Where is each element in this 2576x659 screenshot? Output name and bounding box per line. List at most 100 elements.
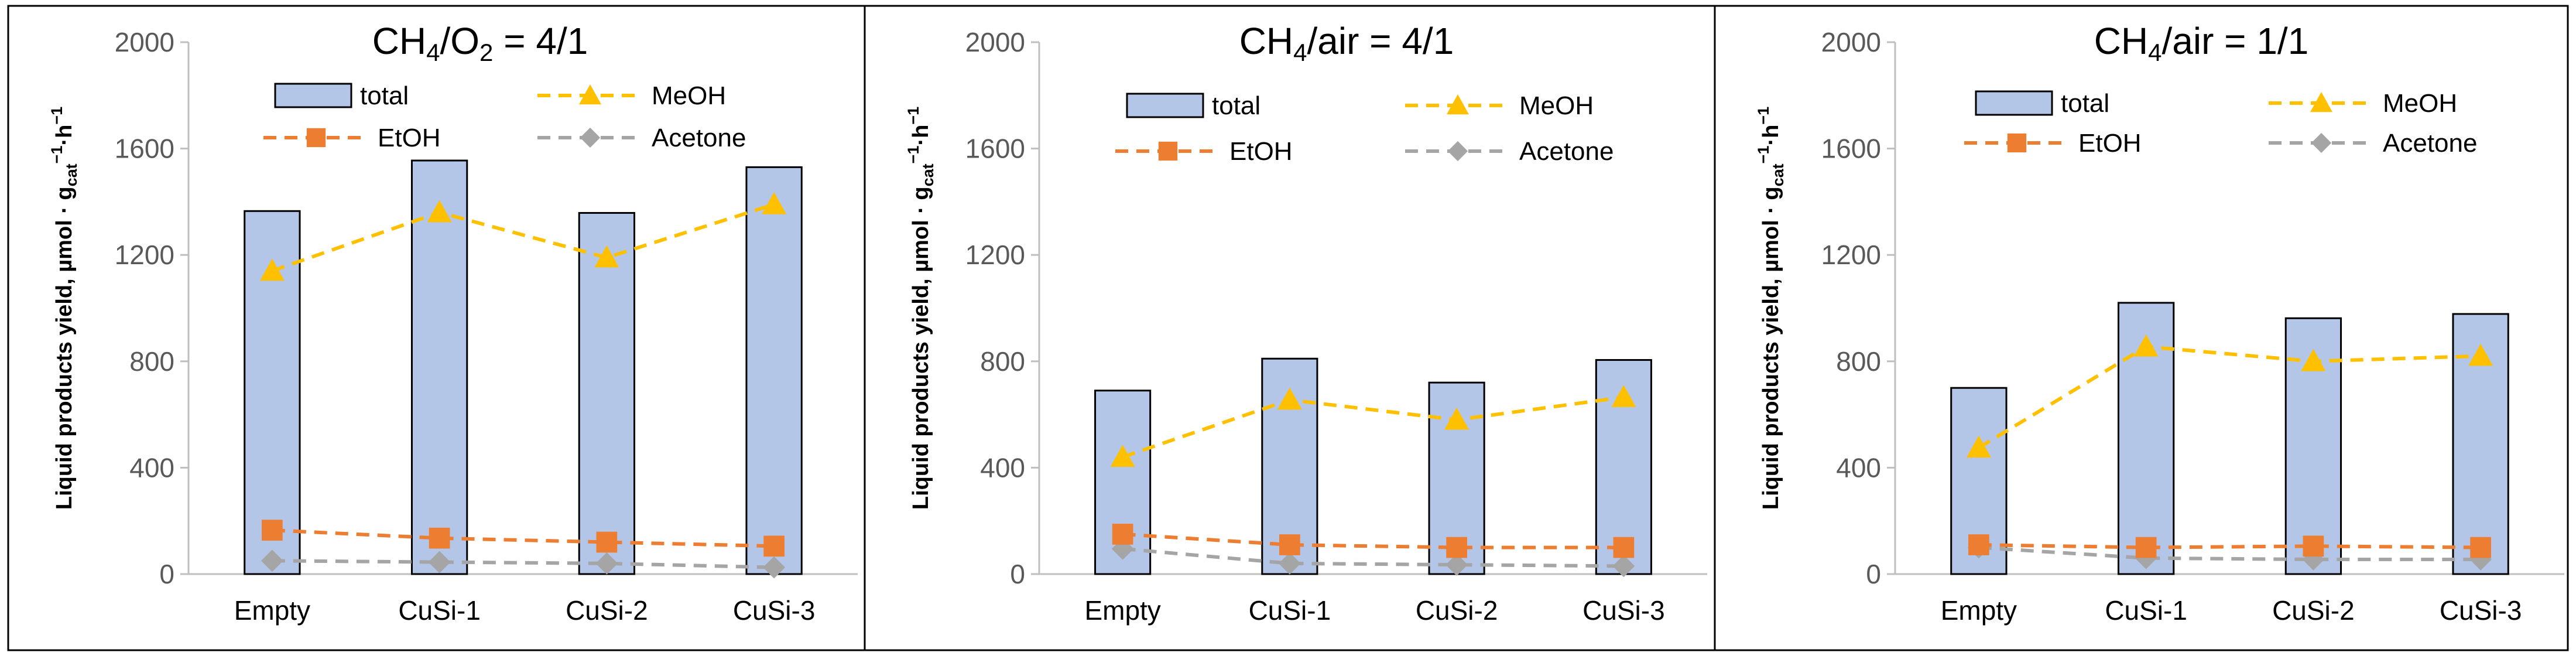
x-tick-label: CuSi-3 [2440,595,2522,626]
chart-title-suffix: = 4/1 [493,20,588,62]
y-tick-label: 1600 [115,134,174,164]
chart-title-sub: 4 [2148,39,2161,66]
legend-swatch-total [274,83,352,108]
acetone-point [2469,548,2492,571]
y-tick-label: 0 [1866,559,1881,589]
y-axis-label-sub: cat [919,163,937,186]
chart-title-prefix: CH [2094,20,2148,62]
y-tick-label: 2000 [1821,27,1881,57]
etoh-point [1446,537,1467,558]
chart-title-sub: 2 [479,39,493,66]
acetone-line [1122,547,1624,568]
y-tick-label: 1200 [115,240,174,270]
legend-label: Acetone [652,124,746,152]
y-axis-label-main: Liquid products yield, µmol · g [909,186,933,510]
meoh-line [271,203,775,273]
chart-title: CH4/O2 = 4/1 [372,20,588,66]
y-axis-label-sup: −1 [1755,146,1772,164]
total-bar [745,166,803,575]
x-tick-label: Empty [234,595,310,626]
etoh-point [1613,537,1635,558]
etoh-line [272,528,775,548]
etoh-point [596,531,618,553]
y-axis-label-sup: −1 [905,107,922,125]
legend-swatch-total [1126,93,1204,118]
legend-label: Acetone [2383,129,2477,158]
legend-label: EtOH [378,124,441,152]
y-axis-label-dot: ·h [52,125,77,146]
total-bar [578,211,636,575]
chart-title-prefix: CH [372,20,426,62]
legend-label: EtOH [2078,129,2142,158]
chart-title-prefix: CH [1239,20,1293,62]
legend-label: Acetone [1519,137,1614,166]
chart-title-sub: 4 [426,39,440,66]
total-bar [410,159,468,575]
meoh-point [259,258,285,281]
chart-panel-1: 0 400 800 1200 1600 2000 Empty CuSi-1 CuSi-2 CuSi… [48,20,858,626]
chart-title-mid: /air [1307,20,1359,62]
acetone-point [1447,141,1468,162]
x-tick-label: CuSi-1 [1249,595,1331,626]
legend: total MeOH EtOH Acetone [1115,91,1614,166]
meoh-point [1447,94,1469,115]
etoh-line [1978,543,2481,549]
meoh-point [2133,334,2159,357]
acetone-point [763,556,786,579]
y-tick-label: 400 [129,452,174,483]
y-axis-label: Liquid products yield, µmol · gcat−1·h−1 [48,107,80,510]
chart-title-sub: 4 [1293,39,1307,66]
etoh-point [1112,524,1133,545]
acetone-line [272,559,775,569]
legend-label: total [360,81,409,110]
y-tick-label: 1200 [1821,240,1881,270]
y-tick-label: 2000 [115,27,174,57]
acetone-point [1445,554,1468,576]
x-tick-label: CuSi-2 [1416,595,1498,626]
meoh-point [2301,349,2326,371]
chart-title-mid: /air [2161,20,2214,62]
etoh-point [306,128,326,148]
acetone-point [1612,555,1635,578]
y-axis-label-dot: ·h [1759,125,1783,146]
x-tick-label: Empty [1941,595,2017,626]
etoh-point [2007,133,2027,153]
x-tick-label: CuSi-2 [566,595,648,626]
y-tick-label: 800 [980,346,1025,377]
legend-label: EtOH [1229,137,1293,166]
figure-frame [7,5,2569,651]
meoh-point [594,245,619,268]
y-axis-label-dot: ·h [909,125,933,146]
x-tick-label: CuSi-3 [1582,595,1665,626]
y-tick-label: 0 [159,559,174,589]
meoh-line [1978,344,2481,449]
acetone-point [1278,552,1301,575]
etoh-point [1158,141,1178,161]
meoh-point [762,192,787,214]
legend-swatch-total [1975,90,2053,116]
y-axis-label-sub: cat [63,163,80,186]
x-tick-label: CuSi-1 [2105,595,2187,626]
y-tick-label: 1200 [965,240,1025,270]
y-tick-label: 1600 [965,134,1025,164]
y-axis-label-sup: −1 [48,146,66,164]
chart-panel-2: 0 400 800 1200 1600 2000 Empty CuSi-1 CuSi-2 CuSi… [905,20,1707,626]
x-tick-label: Empty [1084,595,1160,626]
meoh-point [1611,385,1636,407]
meoh-point [1277,387,1302,410]
x-tick-label: CuSi-3 [733,595,816,626]
chart-title: CH4/air = 1/1 [2094,20,2309,66]
etoh-point [1968,534,1989,555]
etoh-point [2135,537,2157,558]
chart-title-suffix: = 4/1 [1359,20,1454,62]
chart-panel-3: 0 400 800 1200 1600 2000 Empty CuSi-1 CuSi-2 CuSi… [1755,20,2564,626]
legend-label: MeOH [652,81,726,110]
y-tick-label: 400 [1836,452,1881,483]
y-tick-label: 0 [1010,559,1025,589]
legend-label: total [2061,89,2109,118]
acetone-point [595,552,618,575]
etoh-point [262,520,283,541]
acetone-point [580,127,601,148]
x-tick-label: CuSi-2 [2272,595,2355,626]
legend: total MeOH EtOH Acetone [263,81,746,152]
